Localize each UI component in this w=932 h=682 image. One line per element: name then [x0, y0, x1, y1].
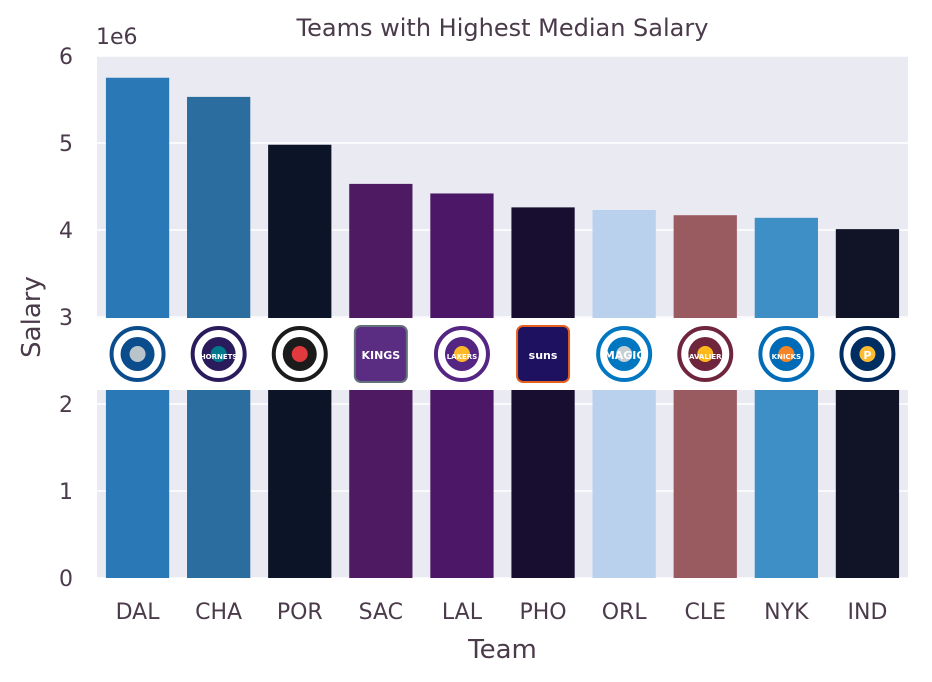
logo-text: LAKERS: [447, 353, 478, 361]
x-tick-label: SAC: [359, 600, 403, 625]
logo-text: CAVALIERS: [684, 353, 727, 361]
x-tick-label: NYK: [764, 600, 809, 625]
bar-ind: [835, 229, 900, 578]
suns-logo-icon: suns: [516, 325, 571, 383]
x-tick-labels: DAL CHA POR SAC LAL PHO ORL CLE NYK IND: [116, 600, 888, 625]
x-tick-label: PHO: [519, 600, 566, 625]
x-tick-label: DAL: [116, 600, 161, 625]
logo-text: KNICKS: [772, 353, 802, 361]
team-logos: HORNETS KINGS LAKERS suns MAGIC CAVALIERS KNIC…: [109, 325, 896, 383]
chart-title: Teams with Highest Median Salary: [296, 14, 709, 42]
logo-text: HORNETS: [200, 353, 238, 361]
kings-logo-icon: KINGS: [353, 325, 408, 383]
y-tick-labels: 0 1 2 3 4 5 6: [59, 45, 73, 592]
bar-orl: [592, 209, 656, 579]
y-tick-label: 5: [59, 132, 73, 157]
trail-blazers-logo-icon: [271, 326, 328, 382]
y-tick-label: 4: [59, 219, 73, 244]
logo-text: suns: [529, 349, 558, 362]
bar-nyk: [754, 217, 818, 578]
y-tick-label: 1: [59, 480, 73, 505]
bar-cle: [673, 215, 737, 578]
y-tick-label: 3: [59, 306, 73, 331]
logo-text: P: [863, 349, 871, 362]
logo-text: KINGS: [361, 349, 400, 362]
logo-text: MAGIC: [604, 349, 645, 362]
magic-logo-icon: MAGIC: [596, 326, 653, 382]
knicks-logo-icon: KNICKS: [758, 326, 815, 382]
x-tick-label: POR: [277, 600, 323, 625]
x-tick-label: IND: [848, 600, 888, 625]
lakers-logo-icon: LAKERS: [433, 326, 490, 382]
cavaliers-logo-icon: CAVALIERS: [677, 326, 734, 382]
x-tick-label: CHA: [195, 600, 242, 625]
pacers-logo-icon: P: [839, 326, 896, 382]
x-tick-label: ORL: [602, 600, 648, 625]
x-tick-label: CLE: [684, 600, 726, 625]
hornets-logo-icon: HORNETS: [190, 326, 247, 382]
bar-pho: [511, 207, 575, 578]
y-axis-label: Salary: [17, 276, 47, 358]
y-scale-label: 1e6: [96, 25, 138, 50]
x-tick-label: LAL: [442, 600, 483, 625]
y-tick-label: 6: [59, 45, 73, 70]
mavericks-logo-icon: [109, 326, 166, 382]
y-tick-label: 2: [59, 393, 73, 418]
y-tick-label: 0: [59, 567, 73, 592]
x-axis-label: Team: [467, 635, 537, 665]
